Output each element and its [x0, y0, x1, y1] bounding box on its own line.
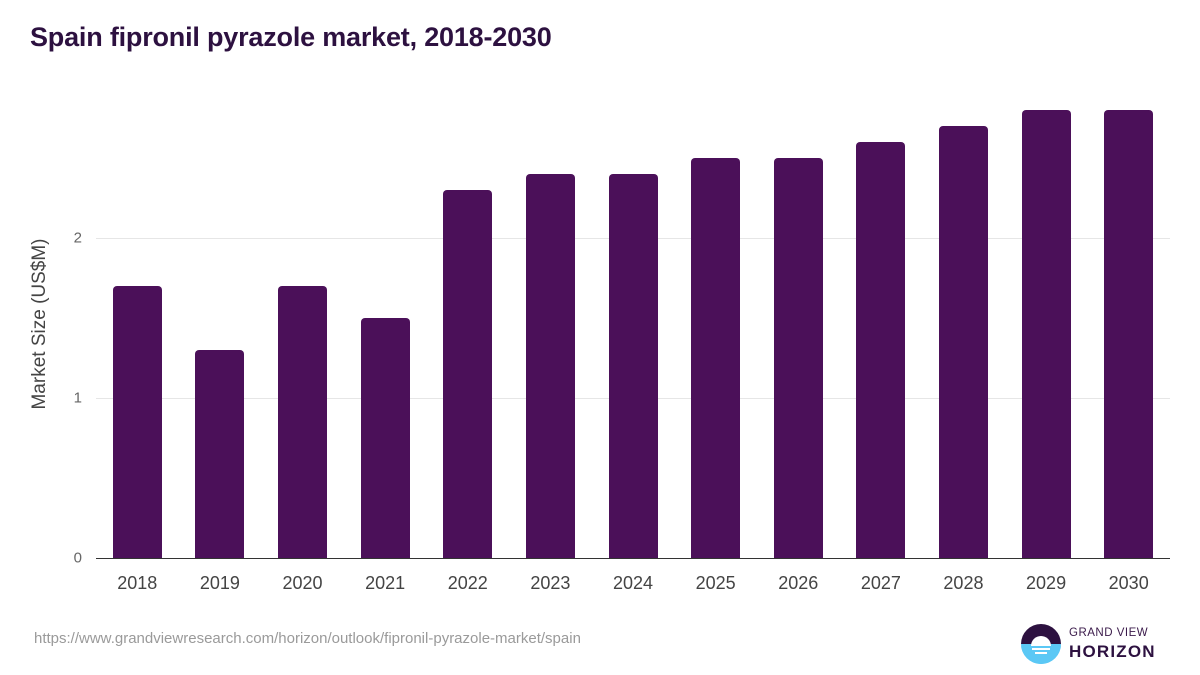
bar-2030: [1104, 110, 1154, 558]
bar-2024: [608, 174, 658, 558]
plot-area: [96, 78, 1170, 559]
x-tick-2028: 2028: [943, 573, 984, 593]
x-tick-2027: 2027: [860, 573, 901, 593]
chart-title: Spain fipronil pyrazole market, 2018-203…: [30, 22, 552, 52]
x-tick-2022: 2022: [447, 573, 488, 593]
source-url: https://www.grandviewresearch.com/horizo…: [34, 630, 581, 647]
x-tick-2029: 2029: [1026, 573, 1067, 593]
x-tick-2018: 2018: [117, 573, 158, 593]
y-tick-2: 2: [73, 229, 82, 247]
y-axis-label: Market Size (US$M): [29, 238, 50, 410]
bar-2025: [691, 158, 741, 558]
bar-2029: [1021, 110, 1071, 558]
x-tick-2021: 2021: [365, 573, 406, 593]
bar-2023: [525, 174, 575, 558]
bar-2022: [443, 190, 493, 558]
bar-2027: [856, 142, 906, 558]
logo-line1: GRAND VIEW: [1069, 627, 1149, 640]
brand-logo: GRAND VIEW HORIZON: [1020, 623, 1156, 665]
x-tick-2020: 2020: [282, 573, 323, 593]
logo-line2: HORIZON: [1069, 641, 1156, 661]
bar-2019: [195, 350, 245, 558]
x-axis-baseline: [96, 558, 1170, 559]
x-tick-2023: 2023: [530, 573, 571, 593]
x-tick-2024: 2024: [612, 573, 654, 593]
y-tick-1: 1: [73, 389, 82, 407]
grand-view-horizon-logo-icon: [1021, 624, 1061, 664]
x-tick-2025: 2025: [695, 573, 736, 593]
x-tick-2026: 2026: [778, 573, 819, 593]
bar-2021: [360, 318, 410, 558]
x-tick-2019: 2019: [199, 573, 240, 593]
x-tick-2030: 2030: [1108, 573, 1149, 593]
bar-2026: [773, 158, 823, 558]
bar-2018: [112, 286, 162, 558]
bar-2028: [938, 126, 988, 558]
bar-2020: [278, 286, 328, 558]
y-tick-0: 0: [73, 549, 82, 567]
